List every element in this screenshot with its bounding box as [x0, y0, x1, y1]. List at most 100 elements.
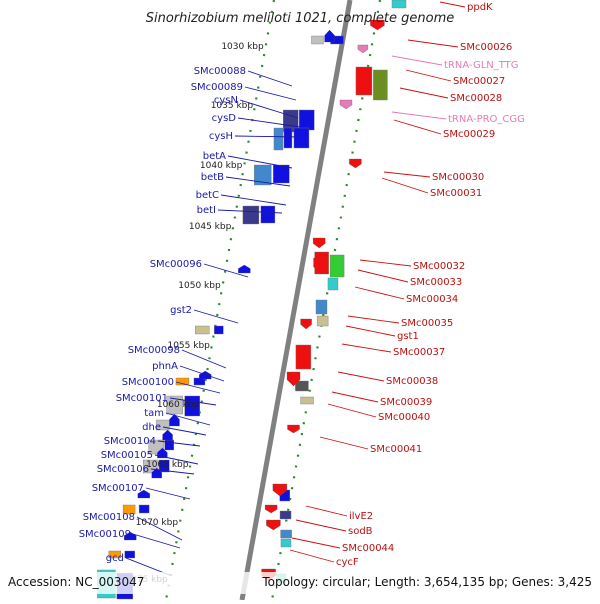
- gene-label-smc00030: SMc00030: [432, 172, 484, 183]
- reverse-gene-arrow: [272, 483, 288, 497]
- feature-block: [108, 550, 122, 559]
- leader-line: [169, 397, 217, 406]
- leader-layer: [125, 1, 466, 577]
- gene-label-gst2: gst2: [170, 305, 192, 316]
- gene-label-betc: betC: [196, 190, 219, 201]
- feature-block: [373, 69, 388, 101]
- gene-label-phna: phnA: [152, 361, 178, 372]
- kbp-label: 1060 kbp: [157, 400, 200, 410]
- leader-line: [305, 505, 348, 517]
- gene-label-cysd: cysD: [212, 113, 237, 124]
- gene-label-smc00027: SMc00027: [453, 76, 505, 87]
- leader-line: [220, 194, 287, 206]
- gene-label-ppdk: ppdK: [467, 2, 493, 13]
- feature-block: [158, 459, 170, 473]
- forward-gene-arrow: [169, 413, 180, 427]
- leader-line: [391, 55, 443, 66]
- reverse-gene-arrow: [357, 44, 369, 54]
- forward-gene-arrow: [162, 429, 173, 441]
- feature-block: [273, 164, 290, 184]
- leader-line: [203, 263, 249, 278]
- gene-label-smc00028: SMc00028: [450, 93, 502, 104]
- gene-label-smc00034: SMc00034: [406, 294, 458, 305]
- leader-line: [337, 371, 385, 382]
- reverse-gene-arrow: [266, 519, 281, 531]
- gene-label-cysn: cysN: [214, 95, 238, 106]
- feature-block: [327, 277, 339, 291]
- feature-block: [280, 538, 292, 548]
- gene-label-smc00039: SMc00039: [380, 397, 432, 408]
- leader-line: [291, 537, 341, 549]
- backbone-layer: [239, 0, 353, 601]
- forward-gene-arrow: [137, 489, 150, 499]
- feature-block: [175, 377, 190, 386]
- reverse-gene-arrow: [287, 424, 300, 434]
- kbp-label: 1030 kbp: [221, 42, 264, 52]
- feature-block: [260, 205, 276, 224]
- gene-label-smc00026: SMc00026: [460, 42, 512, 53]
- leader-line: [157, 440, 201, 447]
- kbp-label: 1055 kbp: [167, 341, 210, 351]
- leader-line: [319, 436, 369, 450]
- leader-line: [150, 468, 195, 475]
- feature-block: [279, 510, 292, 520]
- gene-label-smc00100: SMc00100: [122, 377, 174, 388]
- gene-label-smc00089: SMc00089: [191, 82, 243, 93]
- leader-line: [237, 117, 301, 128]
- gene-label-smc00101: SMc00101: [116, 393, 168, 404]
- gene-label-smc00038: SMc00038: [386, 376, 438, 387]
- leader-line: [217, 209, 283, 214]
- reverse-gene-arrow: [370, 19, 385, 31]
- feature-block: [280, 529, 292, 539]
- gene-label-ilve2: ilvE2: [349, 511, 373, 522]
- reverse-gene-arrow: [300, 318, 312, 330]
- feature-block: [329, 254, 345, 278]
- leader-line: [193, 309, 239, 324]
- forward-gene-arrow: [238, 264, 251, 274]
- reverse-gene-arrow: [313, 237, 326, 249]
- map-title: Sinorhizobium meliloti 1021, complete ge…: [146, 11, 455, 26]
- leader-line: [181, 349, 227, 369]
- feature-block: [273, 127, 284, 151]
- feature-block: [242, 205, 260, 225]
- topology-text: Topology: circular; Length: 3,654,135 bp…: [261, 575, 592, 589]
- leader-line: [345, 325, 396, 337]
- gene-label-cycf: cycF: [336, 557, 359, 568]
- leader-line: [244, 86, 297, 101]
- leader-line: [399, 87, 449, 99]
- leader-line: [405, 69, 452, 82]
- label-layer: 1030 kbp 1035 kbp 1040 kbp 1045 kbp 1050 kbp…: [79, 2, 525, 585]
- gene-label-gcd: gcd: [106, 553, 124, 564]
- kbp-label: 1045 kbp: [189, 222, 232, 232]
- feature-block: [214, 325, 224, 335]
- kbp-label: 1040 kbp: [200, 161, 243, 171]
- leader-line: [327, 403, 377, 418]
- leader-line: [179, 365, 225, 382]
- leader-line: [407, 39, 459, 48]
- feature-block: [283, 127, 293, 149]
- gene-label-smc00033: SMc00033: [410, 277, 462, 288]
- gene-label-tam: tam: [144, 408, 164, 419]
- leader-line: [383, 171, 431, 178]
- forward-gene-arrow: [157, 447, 168, 459]
- footer-backdrop: [0, 572, 600, 594]
- leader-line: [289, 549, 335, 563]
- gene-label-smc00104: SMc00104: [104, 436, 156, 447]
- feature-block: [300, 396, 314, 405]
- gene-label-smc00031: SMc00031: [430, 188, 482, 199]
- leader-line: [331, 391, 379, 403]
- reverse-gene-arrow: [349, 158, 362, 169]
- leader-line: [175, 381, 221, 394]
- leader-line: [132, 533, 181, 549]
- leader-line: [391, 111, 447, 120]
- gene-label-beta: betA: [203, 151, 226, 162]
- gene-label-smc00106: SMc00106: [97, 464, 149, 475]
- kbp-label: 1035 kbp: [211, 101, 254, 111]
- feature-block: [391, 0, 407, 9]
- gene-label-smc00108: SMc00108: [83, 512, 135, 523]
- gene-label-smc00096: SMc00096: [150, 259, 202, 270]
- gene-label-betb: betB: [201, 172, 224, 183]
- gene-label-cysh: cysH: [209, 131, 233, 142]
